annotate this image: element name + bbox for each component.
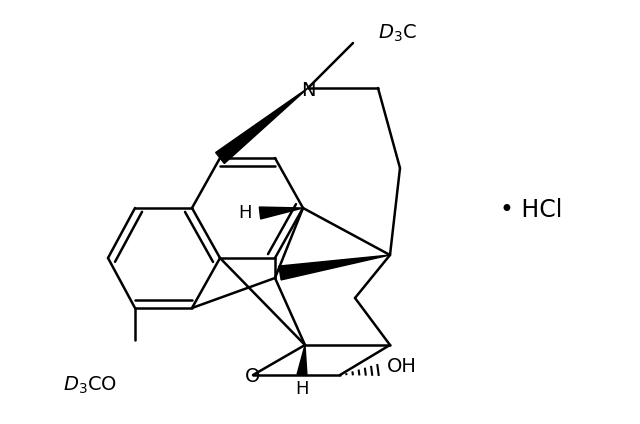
Text: O: O (245, 366, 260, 385)
Polygon shape (279, 255, 390, 280)
Text: N: N (301, 81, 316, 100)
Text: OH: OH (387, 357, 417, 377)
Text: H: H (238, 204, 252, 222)
Polygon shape (259, 207, 303, 219)
Text: H: H (295, 380, 308, 398)
Text: $D_3$CO: $D_3$CO (63, 374, 117, 396)
Polygon shape (297, 345, 307, 376)
Polygon shape (216, 88, 308, 164)
Text: • HCl: • HCl (500, 198, 563, 222)
Text: $D_3$C: $D_3$C (378, 22, 417, 44)
